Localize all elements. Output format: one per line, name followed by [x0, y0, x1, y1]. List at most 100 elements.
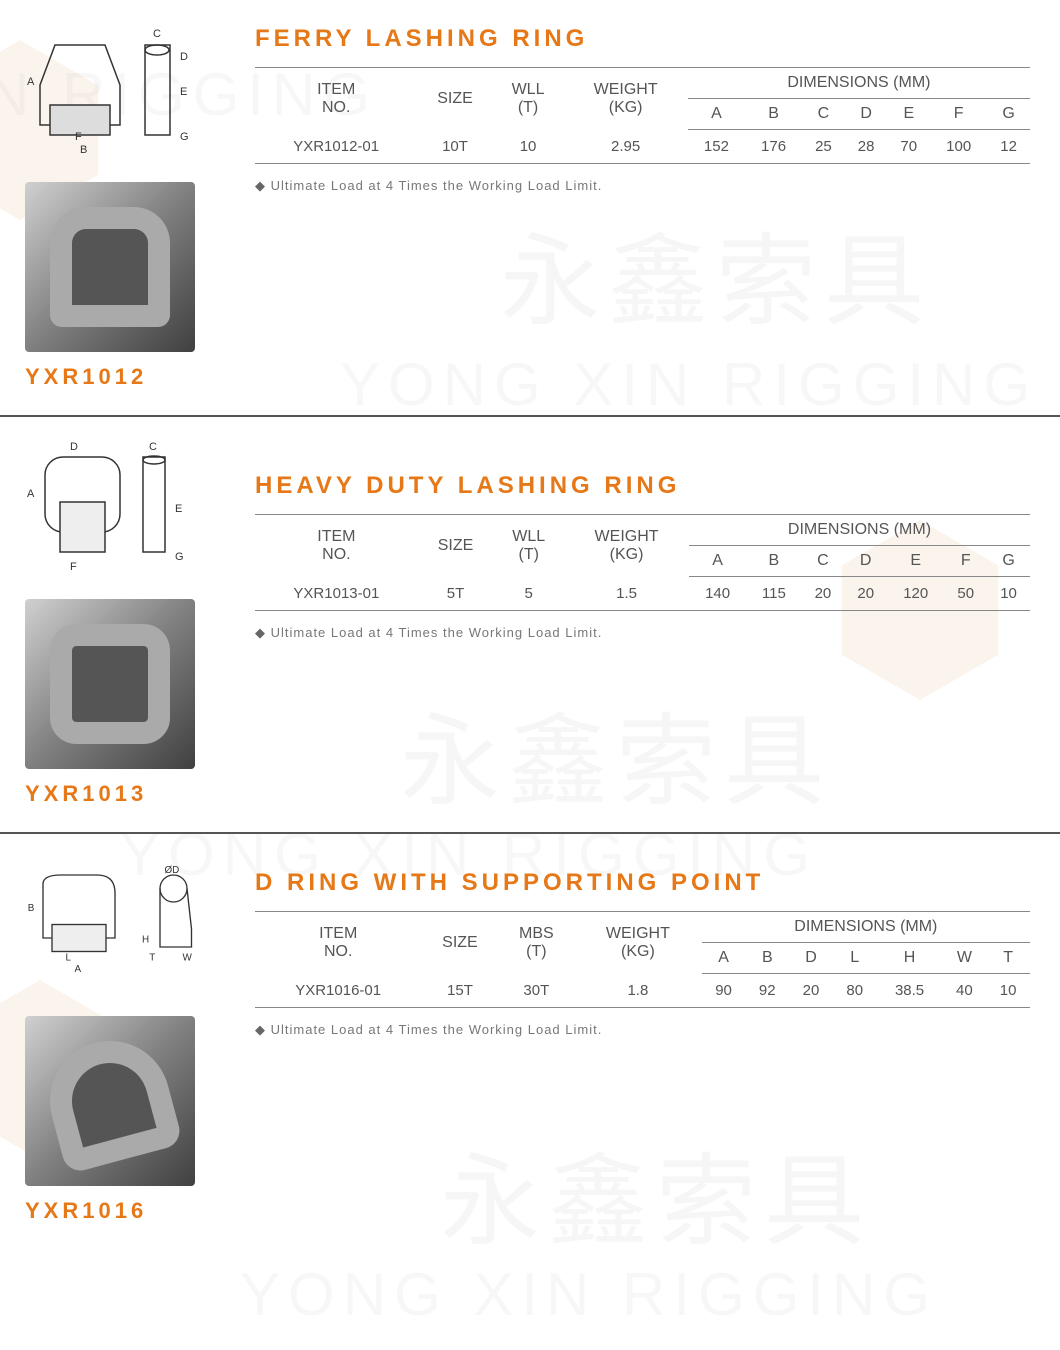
cell: 20 — [789, 974, 833, 1008]
cell: 92 — [745, 974, 789, 1008]
product-code: YXR1016 — [25, 1198, 235, 1224]
svg-text:E: E — [175, 503, 182, 515]
svg-text:H: H — [142, 935, 149, 946]
product-code: YXR1012 — [25, 364, 235, 390]
svg-text:T: T — [149, 953, 155, 964]
cell: 5T — [418, 577, 494, 611]
product-section-yxr1016: BA LØD HT W YXR1016 D RING WITH SUPPORTI… — [0, 834, 1060, 1249]
cell: 152 — [688, 130, 745, 164]
cell: 50 — [944, 577, 987, 611]
footnote: Ultimate Load at 4 Times the Working Loa… — [255, 625, 1030, 641]
content-column: HEAVY DUTY LASHING RING ITEMNO. SIZE WLL… — [235, 442, 1030, 641]
cell: 80 — [833, 974, 877, 1008]
dim-header: G — [987, 99, 1030, 130]
table-row: YXR1016-01 15T 30T 1.8 90 92 20 80 38.5 … — [255, 974, 1030, 1008]
col-header: WEIGHT(KG) — [564, 515, 689, 577]
svg-text:C: C — [153, 28, 161, 40]
footnote: Ultimate Load at 4 Times the Working Loa… — [255, 178, 1030, 194]
dim-header: A — [689, 546, 746, 577]
svg-text:F: F — [75, 131, 82, 143]
svg-text:A: A — [27, 488, 35, 500]
svg-text:L: L — [66, 953, 72, 964]
dim-header: T — [986, 943, 1030, 974]
product-section-yxr1012: AB CD EF G YXR1012 FERRY LASHING RING IT… — [0, 0, 1060, 417]
dim-header: E — [887, 99, 930, 130]
cell: 10 — [493, 130, 564, 164]
dim-header: L — [833, 943, 877, 974]
cell: 15T — [421, 974, 498, 1008]
svg-text:ØD: ØD — [165, 865, 180, 876]
svg-text:B: B — [28, 903, 35, 914]
cell: YXR1013-01 — [255, 577, 418, 611]
cell: 70 — [887, 130, 930, 164]
table-row: YXR1013-01 5T 5 1.5 140 115 20 20 120 50… — [255, 577, 1030, 611]
product-photo — [25, 182, 195, 352]
svg-text:E: E — [180, 86, 187, 98]
svg-text:W: W — [183, 953, 193, 964]
dimension-diagram: B A L ØD HT W — [25, 859, 205, 999]
svg-text:A: A — [27, 76, 35, 88]
product-section-yxr1013: AD CE FG YXR1013 HEAVY DUTY LASHING RING… — [0, 417, 1060, 834]
image-column: AD CE FG YXR1013 — [25, 442, 235, 807]
image-column: A B C D E F G YXR1012 — [25, 25, 235, 390]
col-header: WLL(T) — [493, 515, 564, 577]
image-column: B A L ØD HT W YXR1016 — [25, 859, 235, 1224]
svg-text:A: A — [75, 964, 82, 975]
cell: 90 — [702, 974, 746, 1008]
svg-text:F: F — [70, 561, 77, 573]
cell: 30T — [499, 974, 575, 1008]
cell: 38.5 — [877, 974, 943, 1008]
col-header: SIZE — [421, 912, 498, 974]
content-column: D RING WITH SUPPORTING POINT ITEMNO. SIZ… — [235, 859, 1030, 1038]
cell: 28 — [845, 130, 888, 164]
dim-header: F — [930, 99, 987, 130]
cell: 1.8 — [574, 974, 702, 1008]
dim-header: H — [877, 943, 943, 974]
content-column: FERRY LASHING RING ITEMNO. SIZE WLL(T) W… — [235, 25, 1030, 194]
footnote: Ultimate Load at 4 Times the Working Loa… — [255, 1022, 1030, 1038]
cell: 5 — [493, 577, 564, 611]
col-header: ITEMNO. — [255, 515, 418, 577]
col-header: WEIGHT(KG) — [563, 68, 687, 130]
dim-header: A — [688, 99, 745, 130]
cell: 10T — [417, 130, 492, 164]
col-header: MBS(T) — [499, 912, 575, 974]
dim-header: C — [802, 99, 845, 130]
dimension-diagram: AD CE FG — [25, 442, 205, 582]
col-header: ITEMNO. — [255, 68, 417, 130]
svg-text:D: D — [180, 51, 188, 63]
col-header: SIZE — [417, 68, 492, 130]
cell: 2.95 — [563, 130, 687, 164]
dim-header: B — [746, 546, 801, 577]
dim-header: E — [887, 546, 944, 577]
cell: 10 — [986, 974, 1030, 1008]
dim-header: W — [943, 943, 987, 974]
svg-text:D: D — [70, 442, 78, 453]
dim-header: B — [745, 99, 802, 130]
cell: 12 — [987, 130, 1030, 164]
col-header: ITEMNO. — [255, 912, 421, 974]
spec-table: ITEMNO. SIZE WLL(T) WEIGHT(KG) DIMENSION… — [255, 514, 1030, 611]
cell: 100 — [930, 130, 987, 164]
cell: 40 — [943, 974, 987, 1008]
svg-text:B: B — [80, 144, 87, 156]
dim-header: B — [745, 943, 789, 974]
dim-header: A — [702, 943, 746, 974]
dim-header: C — [802, 546, 845, 577]
cell: YXR1012-01 — [255, 130, 417, 164]
watermark-en: YONG XIN RIGGING — [240, 1260, 938, 1329]
svg-text:C: C — [149, 442, 157, 453]
cell: 10 — [987, 577, 1030, 611]
spec-table: ITEMNO. SIZE MBS(T) WEIGHT(KG) DIMENSION… — [255, 911, 1030, 1008]
dim-header: D — [845, 99, 888, 130]
cell: 25 — [802, 130, 845, 164]
cell: 20 — [844, 577, 887, 611]
dim-header: F — [944, 546, 987, 577]
svg-text:G: G — [180, 131, 189, 143]
section-title: FERRY LASHING RING — [255, 25, 1030, 53]
cell: 120 — [887, 577, 944, 611]
dim-header: D — [789, 943, 833, 974]
cell: 20 — [802, 577, 845, 611]
dim-header: G — [987, 546, 1030, 577]
cell: 140 — [689, 577, 746, 611]
